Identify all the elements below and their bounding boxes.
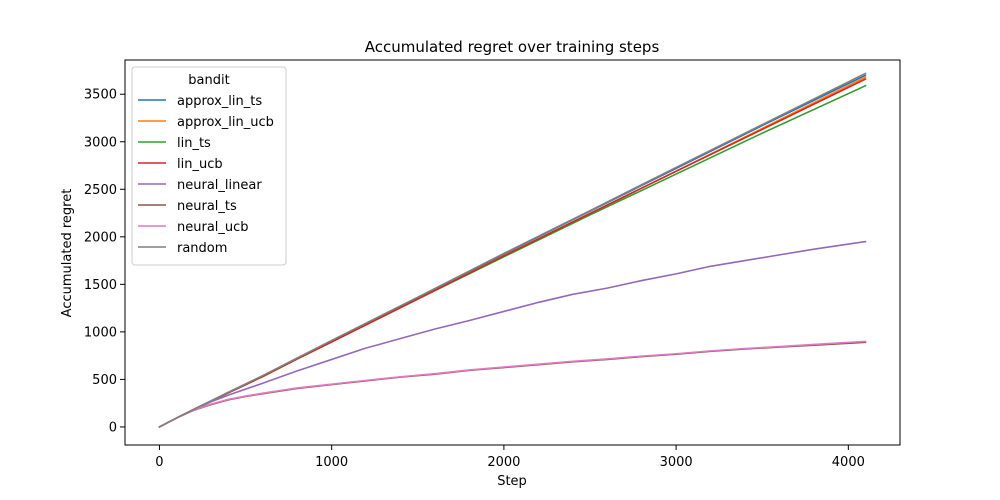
legend: bandit approx_lin_ts approx_lin_ucb lin_tsl… [131, 66, 287, 266]
chart-title: Accumulated regret over training steps [365, 38, 660, 56]
legend-label-neural-linear: neural_linear [177, 178, 262, 193]
legend-title: bandit [188, 73, 229, 88]
legend-label-lin-ucb: lin_ucb [177, 157, 223, 172]
x-tick-label: 0 [155, 455, 163, 470]
series-line-neural-ucb [158, 340, 867, 428]
x-axis-label: Step [497, 474, 527, 489]
y-tick-label: 1000 [84, 325, 117, 340]
y-tick-label: 2500 [84, 183, 117, 198]
legend-box [131, 66, 287, 266]
y-tick-label: 0 [109, 420, 117, 435]
x-tick-label: 2000 [487, 455, 520, 470]
legend-label-approx-lin-ucb: approx_lin_ucb [177, 115, 274, 130]
legend-label-neural-ts: neural_ts [177, 199, 237, 214]
series-line-random [158, 72, 867, 428]
y-tick-label: 2000 [84, 230, 117, 245]
x-tick-label: 3000 [660, 455, 693, 470]
y-axis-label: Accumulated regret [60, 189, 75, 318]
plot-frame [124, 59, 901, 446]
x-tick-label: 1000 [315, 455, 348, 470]
axes-layer: 0 1000 2000 3000 4000 0 500 1000 1500 2000 2500 300… [84, 88, 865, 470]
legend-label-approx-lin-ts: approx_lin_ts [177, 94, 262, 109]
y-tick-label: 3000 [84, 135, 117, 150]
x-tick-label: 4000 [832, 455, 865, 470]
series-line-neural-linear [158, 240, 867, 428]
legend-label-lin-ts: lin_ts [177, 136, 211, 151]
legend-label-random: random [177, 241, 227, 256]
series-layer [158, 72, 867, 428]
y-tick-label: 3500 [84, 88, 117, 103]
y-tick-label: 500 [92, 373, 117, 388]
legend-label-neural-ucb: neural_ucb [177, 220, 249, 235]
y-tick-label: 1500 [84, 278, 117, 293]
